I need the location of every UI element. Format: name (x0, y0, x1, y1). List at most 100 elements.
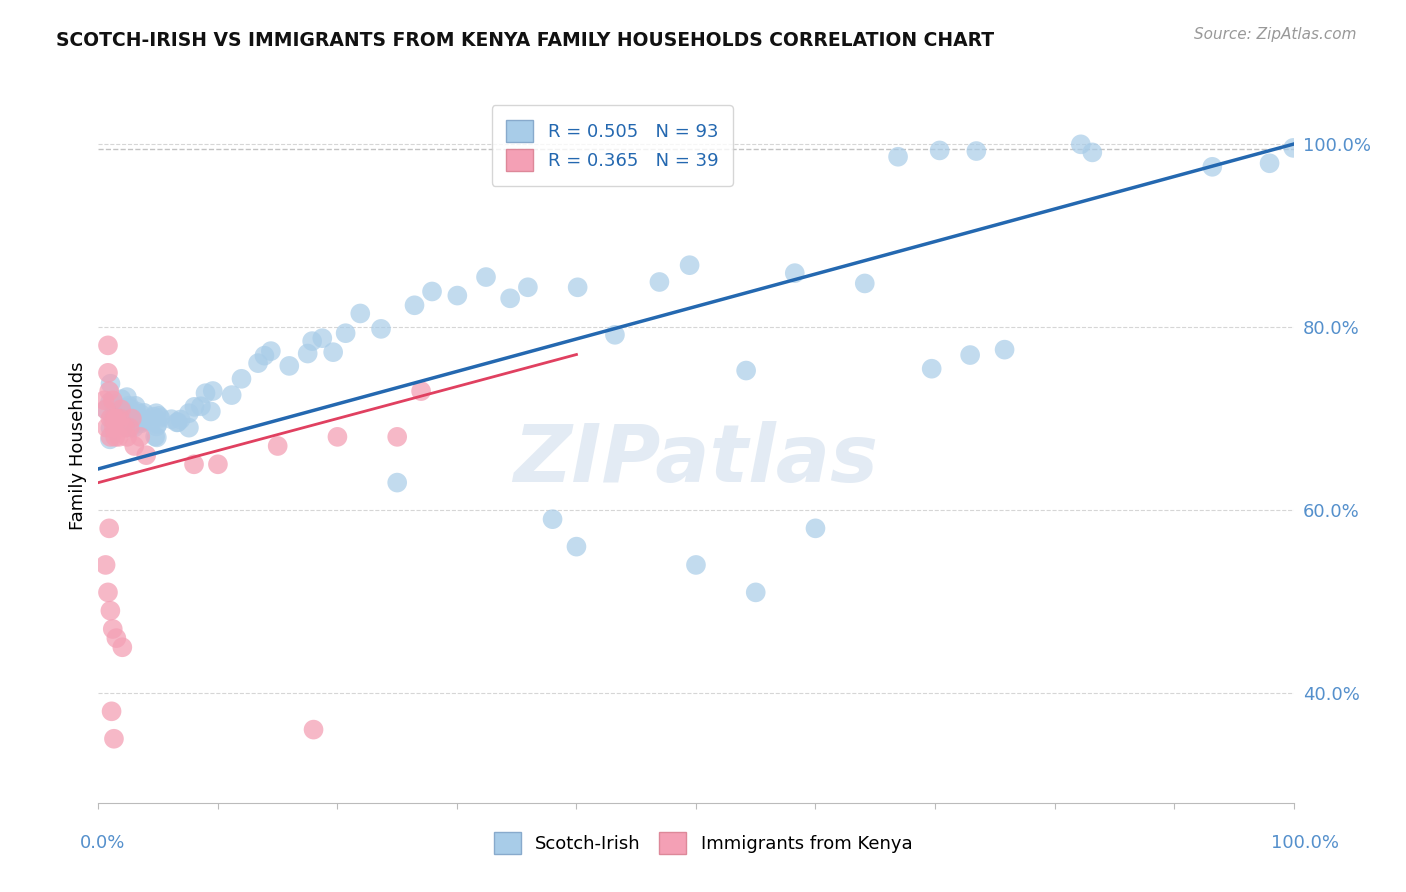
Point (160, 412, 183, 426)
Point (370, 322, 392, 336)
Point (98, 384, 121, 398)
Point (349, 306, 371, 320)
Point (149, 411, 172, 425)
Point (685, 558, 707, 572)
Point (101, 393, 124, 408)
Text: 0.0%: 0.0% (80, 834, 125, 852)
Point (260, 344, 283, 359)
Point (301, 334, 323, 348)
Point (603, 327, 626, 342)
Point (103, 731, 125, 746)
Point (745, 585, 768, 599)
Point (100, 704, 122, 718)
Point (98, 430, 122, 444)
Point (139, 415, 162, 429)
Point (146, 430, 169, 444)
Point (103, 420, 125, 434)
Point (129, 430, 152, 444)
Point (297, 346, 319, 360)
Point (135, 448, 157, 462)
Point (125, 415, 148, 429)
Point (1258, 156, 1281, 170)
Point (311, 331, 333, 345)
Point (475, 270, 498, 285)
Point (516, 280, 538, 294)
Point (118, 401, 141, 415)
Point (804, 521, 827, 535)
Point (678, 258, 700, 272)
Point (110, 417, 132, 432)
Point (385, 430, 409, 444)
Point (132, 406, 155, 420)
Point (125, 404, 148, 418)
Point (411, 384, 433, 398)
Point (108, 407, 131, 421)
Point (207, 458, 229, 472)
Point (146, 417, 169, 431)
Point (735, 363, 758, 377)
Point (122, 420, 145, 434)
Legend: Scotch-Irish, Immigrants from Kenya: Scotch-Irish, Immigrants from Kenya (485, 823, 921, 863)
Point (110, 403, 132, 417)
Point (121, 411, 143, 425)
Point (101, 409, 124, 424)
Point (921, 361, 943, 376)
Point (96, 420, 118, 434)
Point (96, 402, 118, 417)
Point (107, 412, 129, 426)
Point (111, 640, 134, 655)
Point (114, 420, 136, 434)
Point (115, 390, 138, 404)
Point (302, 723, 325, 737)
Point (115, 430, 138, 444)
Point (108, 411, 131, 425)
Point (565, 540, 588, 554)
Point (928, 144, 950, 158)
Point (94, 558, 117, 572)
Y-axis label: Family Households: Family Households (69, 362, 87, 530)
Point (134, 413, 156, 427)
Point (177, 420, 200, 434)
Point (145, 406, 167, 420)
Point (446, 288, 468, 302)
Point (110, 417, 132, 432)
Point (887, 150, 910, 164)
Text: ZIPatlas: ZIPatlas (513, 421, 879, 500)
Point (145, 419, 167, 434)
Point (190, 399, 212, 413)
Point (118, 399, 141, 413)
Point (98, 395, 121, 409)
Point (101, 622, 124, 636)
Point (121, 419, 143, 434)
Point (959, 348, 981, 362)
Point (105, 631, 128, 645)
Point (420, 285, 443, 299)
Point (100, 376, 122, 391)
Point (105, 411, 128, 425)
Point (115, 409, 138, 424)
Point (231, 372, 253, 386)
Point (169, 412, 191, 426)
Text: 100.0%: 100.0% (1271, 834, 1339, 852)
Point (194, 386, 217, 401)
Point (127, 415, 149, 429)
Point (1081, 145, 1104, 160)
Point (111, 401, 134, 416)
Point (993, 343, 1015, 357)
Point (121, 411, 143, 425)
Text: Source: ZipAtlas.com: Source: ZipAtlas.com (1194, 27, 1357, 42)
Point (201, 384, 224, 398)
Point (107, 410, 129, 425)
Point (125, 408, 148, 422)
Point (783, 266, 806, 280)
Point (132, 414, 155, 428)
Point (110, 392, 132, 406)
Point (1201, 160, 1223, 174)
Point (104, 430, 127, 444)
Point (129, 407, 152, 421)
Point (142, 409, 165, 424)
Point (143, 429, 166, 443)
Point (278, 359, 301, 373)
Point (385, 475, 409, 490)
Point (965, 144, 987, 158)
